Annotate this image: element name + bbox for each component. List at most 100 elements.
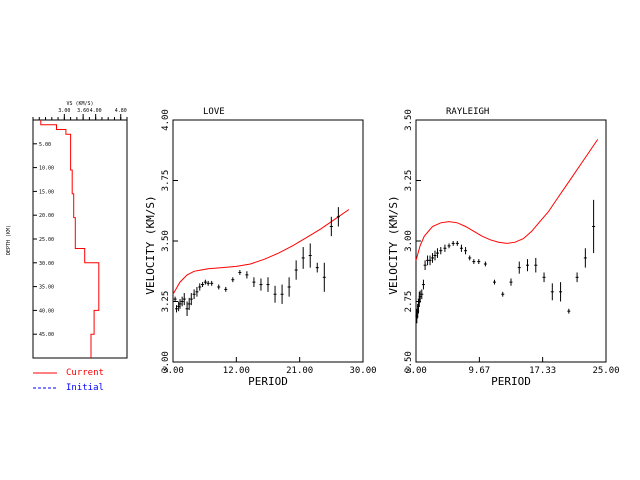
- model-y-tick-label: 45.00: [39, 332, 54, 338]
- love-x-tick-label: 21.00: [286, 366, 313, 376]
- rayleigh-observed-point: [423, 260, 427, 271]
- love-model-line: [172, 209, 350, 295]
- rayleigh-observed-point: [418, 290, 422, 303]
- love-y-ticks: 3.00 3.25 3.50 3.75 4.00: [161, 109, 178, 373]
- rayleigh-y-tick-label: 2.50: [404, 351, 414, 373]
- model-x-tick-label: 3.00: [58, 108, 70, 114]
- rayleigh-observed-point: [420, 289, 424, 300]
- rayleigh-x-tick-label: 17.33: [529, 366, 556, 376]
- model-y-tick-label: 40.00: [39, 308, 54, 314]
- love-observed-point: [308, 243, 312, 268]
- rayleigh-y-ticks: 2.50 2.75 3.00 3.25 3.50: [404, 109, 421, 373]
- rayleigh-observed-point: [542, 272, 546, 283]
- rayleigh-observed-point: [433, 250, 437, 261]
- love-y-tick-label: 3.00: [161, 351, 171, 373]
- love-observed-point: [287, 277, 291, 297]
- love-observed-point: [322, 262, 326, 292]
- rayleigh-model-curve: [415, 139, 599, 261]
- model-y-tick-label: 20.00: [39, 213, 54, 219]
- rayleigh-observed-point: [550, 283, 554, 301]
- love-observed-point: [217, 284, 221, 290]
- love-observed-point: [175, 305, 179, 313]
- love-panel: LOVE PERIOD VELOCITY (KM/S) 3.00 12.00 21.…: [144, 107, 377, 388]
- love-title: LOVE: [203, 107, 225, 117]
- rayleigh-observed-point: [501, 291, 505, 297]
- love-observed-point: [187, 297, 191, 310]
- rayleigh-observed-point: [459, 244, 463, 252]
- love-y-tick-label: 3.50: [161, 230, 171, 252]
- love-observed-point: [173, 296, 177, 302]
- model-series: [40, 120, 100, 358]
- model-x-tick-label: 4.80: [115, 108, 127, 114]
- love-observed-point: [210, 280, 214, 286]
- model-y-axis-label: DEPTH (KM): [6, 225, 12, 255]
- rayleigh-observed-point: [472, 259, 476, 264]
- model-series-current: [40, 120, 100, 358]
- model-y-tick-label: 25.00: [39, 237, 54, 243]
- love-observed-point: [231, 277, 235, 283]
- love-plot-frame: [172, 119, 364, 363]
- legend-initial-label: Initial: [66, 383, 104, 393]
- love-observed-point: [280, 284, 284, 304]
- rayleigh-observed-point: [483, 261, 487, 267]
- rayleigh-observed-point: [492, 279, 496, 285]
- rayleigh-model-line: [415, 139, 599, 261]
- rayleigh-observed-point: [509, 278, 513, 286]
- model-y-tick-label: 35.00: [39, 285, 54, 291]
- rayleigh-y-tick-label: 2.75: [404, 291, 414, 313]
- rayleigh-observed-point: [435, 248, 439, 258]
- rayleigh-observed-point: [567, 308, 571, 314]
- love-x-axis-label: PERIOD: [248, 375, 288, 388]
- rayleigh-x-ticks: 2.00 9.67 17.33 25.00: [405, 357, 620, 376]
- rayleigh-observed-point: [575, 272, 579, 283]
- love-observed-point: [198, 283, 202, 291]
- love-observed-point: [182, 293, 186, 306]
- model-y-tick-label: 15.00: [39, 189, 54, 195]
- love-observed-point: [224, 286, 228, 292]
- love-y-tick-label: 4.00: [161, 109, 171, 131]
- model-y-tick-label: 30.00: [39, 261, 54, 267]
- love-y-tick-label: 3.25: [161, 291, 171, 313]
- love-observed-point: [189, 293, 193, 306]
- love-x-tick-label: 3.00: [162, 366, 184, 376]
- rayleigh-observed-point: [592, 199, 596, 254]
- legend-current-label: Current: [66, 368, 104, 378]
- rayleigh-y-axis-label: VELOCITY (KM/S): [387, 195, 400, 294]
- love-x-ticks: 3.00 12.00 21.00 30.00: [162, 357, 377, 376]
- love-y-tick-label: 3.75: [161, 170, 171, 192]
- rayleigh-observed-point: [451, 241, 455, 246]
- model-x-ticks: 3.00 3.60 4.00 4.80: [32, 108, 128, 120]
- love-model-curve: [172, 209, 350, 295]
- rayleigh-x-axis-label: PERIOD: [491, 375, 531, 388]
- rayleigh-observed-point: [439, 247, 443, 255]
- rayleigh-panel: RAYLEIGH PERIOD VELOCITY (KM/S) 2.00 9.67…: [387, 107, 620, 388]
- legend: Current Initial: [33, 368, 104, 393]
- rayleigh-observed-point: [447, 243, 451, 249]
- love-observed-point: [192, 289, 196, 300]
- love-observed-points: [173, 207, 340, 317]
- rayleigh-observed-point: [583, 248, 587, 268]
- rayleigh-observed-point: [477, 259, 481, 264]
- model-y-tick-label: 5.00: [39, 142, 51, 148]
- model-y-tick-label: 10.00: [39, 166, 54, 172]
- model-x-tick-label: 4.00: [90, 108, 102, 114]
- rayleigh-x-tick-label: 2.00: [405, 366, 427, 376]
- rayleigh-observed-point: [464, 247, 468, 255]
- love-observed-point: [301, 247, 305, 269]
- rayleigh-observed-point: [559, 282, 563, 302]
- rayleigh-observed-point: [455, 241, 459, 246]
- rayleigh-y-tick-label: 3.25: [404, 170, 414, 192]
- love-observed-point: [252, 277, 256, 287]
- love-observed-point: [203, 279, 207, 285]
- love-observed-point: [185, 301, 189, 317]
- love-observed-point: [245, 271, 249, 279]
- love-x-tick-label: 12.00: [223, 366, 250, 376]
- love-observed-point: [336, 207, 340, 227]
- rayleigh-y-tick-label: 3.50: [404, 109, 414, 131]
- rayleigh-observed-points: [415, 199, 596, 324]
- model-y-ticks: 5.00 10.00 15.00 20.00 25.00 30.00 35.00 40.00 4…: [33, 142, 54, 338]
- love-y-axis-label: VELOCITY (KM/S): [144, 195, 157, 294]
- rayleigh-observed-point: [443, 244, 447, 252]
- model-x-tick-label: 3.60: [77, 108, 89, 114]
